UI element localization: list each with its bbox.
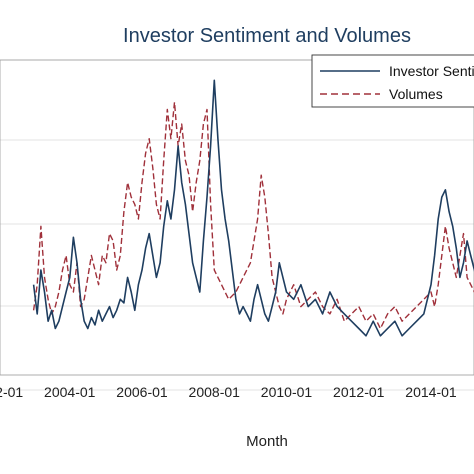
x-tick-label: 2014-01: [405, 384, 457, 400]
x-tick-labels: 2002-01 2004-01 2006-01 2008-01 2010-01 2012-…: [0, 384, 457, 400]
x-tick-label: 2006-01: [116, 384, 168, 400]
x-tick-label: 2008-01: [189, 384, 241, 400]
legend-box: [311, 54, 474, 108]
series-line-volumes: [32, 101, 474, 330]
legend-label-investor-sentiment: Investor Sentiment: [389, 63, 474, 79]
series-layer: [32, 79, 474, 337]
legend: Investor Sentiment Volumes: [311, 54, 474, 108]
series-line-investor-sentiment: [32, 79, 474, 337]
x-tick-label: 2012-01: [333, 384, 385, 400]
x-tick-label: 2002-01: [0, 384, 23, 400]
x-tick-label: 2010-01: [261, 384, 313, 400]
plot-frame: [0, 59, 474, 376]
legend-label-volumes: Volumes: [389, 86, 443, 102]
chart-title: Investor Sentiment and Volumes: [123, 25, 411, 47]
x-tick-label: 2004-01: [44, 384, 96, 400]
x-axis-label: Month: [246, 433, 288, 450]
